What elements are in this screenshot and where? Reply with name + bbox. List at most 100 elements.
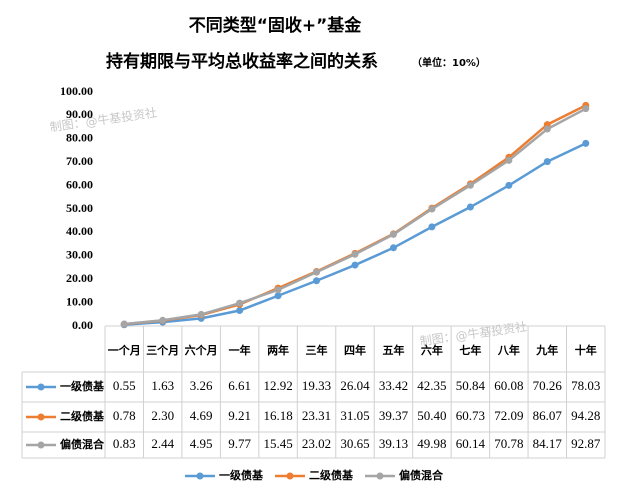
x-category-label: 三个月 (146, 343, 179, 357)
unit-note: （单位：10%） (412, 56, 486, 69)
y-tick-label: 80.00 (66, 131, 93, 145)
y-tick-label: 100.00 (60, 84, 93, 98)
y-tick-label: 40.00 (66, 224, 93, 238)
data-point (389, 230, 397, 238)
table-cell: 60.73 (456, 408, 485, 423)
y-tick-label: 20.00 (66, 271, 93, 285)
table-cell: 6.61 (228, 378, 251, 393)
legend-key-marker (286, 472, 294, 480)
table-cell: 23.02 (302, 436, 331, 451)
x-category-label: 十年 (575, 343, 597, 357)
legend-label: 二级债基 (309, 468, 354, 482)
x-category-label: 九年 (535, 343, 558, 357)
table-cell: 50.84 (456, 378, 486, 393)
data-point (351, 250, 359, 258)
legend-key-marker (37, 413, 45, 421)
data-point (543, 125, 551, 133)
y-tick-label: 50.00 (66, 201, 93, 215)
data-point (313, 277, 321, 285)
data-point (582, 105, 590, 113)
table-cell: 0.55 (113, 378, 136, 393)
series-name: 偏债混合 (60, 437, 105, 451)
x-category-label: 三年 (306, 343, 328, 357)
table-cell: 0.83 (113, 436, 136, 451)
table-cell: 42.35 (417, 378, 446, 393)
data-point (505, 156, 513, 164)
table-cell: 3.26 (190, 378, 213, 393)
table-cell: 60.14 (456, 436, 486, 451)
legend-key-marker (196, 472, 204, 480)
x-category-label: 六年 (421, 343, 443, 357)
x-category-label: 四年 (344, 343, 366, 357)
data-point (466, 181, 474, 189)
y-tick-label: 10.00 (66, 294, 93, 308)
table-cell: 70.78 (494, 436, 523, 451)
y-tick-label: 0.00 (72, 318, 93, 332)
table-cell: 26.04 (340, 378, 370, 393)
data-point (274, 286, 282, 294)
table-cell: 78.03 (571, 378, 600, 393)
chart-subtitle: 持有期限与平均总收益率之间的关系 (106, 51, 378, 72)
x-category-label: 两年 (267, 343, 289, 357)
table-cell: 94.28 (571, 408, 600, 423)
data-point (428, 205, 436, 213)
x-category-label: 六个月 (185, 343, 218, 357)
table-cell: 70.26 (533, 378, 563, 393)
table-cell: 9.77 (228, 436, 251, 451)
table-cell: 0.78 (113, 408, 136, 423)
y-tick-label: 30.00 (66, 248, 93, 262)
table-cell: 39.13 (379, 436, 408, 451)
series-line (124, 107, 587, 326)
table-cell: 15.45 (263, 436, 292, 451)
data-point (236, 299, 244, 307)
table-cell: 50.40 (417, 408, 446, 423)
table-cell: 4.69 (190, 408, 213, 423)
table-cell: 16.18 (263, 408, 292, 423)
table-cell: 39.37 (379, 408, 409, 423)
table-cell: 4.95 (190, 436, 213, 451)
y-tick-label: 70.00 (66, 154, 93, 168)
table-cell: 86.07 (533, 408, 563, 423)
data-point (274, 292, 282, 300)
series-line (124, 142, 587, 326)
table-cell: 9.21 (228, 408, 251, 423)
x-category-label: 七年 (459, 343, 481, 357)
data-point (313, 268, 321, 276)
data-point (351, 261, 359, 269)
x-category-label: 八年 (497, 343, 520, 357)
table-cell: 33.42 (379, 378, 408, 393)
data-point (120, 320, 128, 328)
legend-key-marker (376, 472, 384, 480)
legend-key-marker (37, 441, 45, 449)
table-cell: 84.17 (533, 436, 563, 451)
x-category-label: 五年 (382, 343, 404, 357)
series-line (124, 104, 587, 326)
data-point (543, 158, 551, 166)
x-category-label: 一个月 (108, 343, 141, 357)
table-cell: 19.33 (302, 378, 331, 393)
table-cell: 60.08 (494, 378, 523, 393)
y-tick-label: 60.00 (66, 177, 93, 191)
series-name: 二级债基 (60, 409, 105, 423)
data-point (197, 310, 205, 318)
table-cell: 30.65 (340, 436, 369, 451)
y-tick-label: 90.00 (66, 107, 93, 121)
table-cell: 2.30 (151, 408, 174, 423)
data-point (236, 307, 244, 315)
legend-label: 一级债基 (219, 468, 264, 482)
legend-key-marker (37, 383, 45, 391)
data-point (428, 223, 436, 231)
data-point (505, 181, 513, 189)
data-point (466, 203, 474, 211)
data-point (159, 316, 167, 324)
table-cell: 49.98 (417, 436, 446, 451)
x-category-label: 一年 (229, 343, 251, 357)
chart-title: 不同类型“固收+”基金 (189, 15, 363, 36)
data-point (582, 139, 590, 147)
table-cell: 1.63 (151, 378, 174, 393)
table-cell: 92.87 (571, 436, 601, 451)
series-name: 一级债基 (60, 379, 105, 393)
table-cell: 2.44 (151, 436, 174, 451)
table-cell: 72.09 (494, 408, 523, 423)
